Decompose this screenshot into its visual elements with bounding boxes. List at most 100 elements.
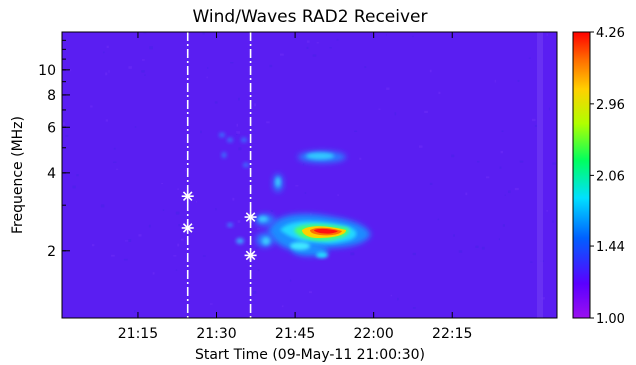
- noise-speck: [200, 130, 202, 134]
- noise-speck: [458, 250, 463, 253]
- noise-speck: [336, 38, 339, 41]
- noise-speck: [106, 45, 109, 48]
- colorbar-tick-label: 2.06: [596, 169, 625, 184]
- noise-speck: [352, 221, 355, 223]
- noise-speck: [177, 188, 180, 190]
- noise-speck: [429, 182, 433, 186]
- noise-speck: [128, 66, 132, 69]
- noise-speck: [266, 121, 270, 124]
- noise-speck: [477, 160, 480, 163]
- noise-speck: [134, 310, 136, 313]
- y-axis: 2 4 6 8 10: [38, 31, 70, 260]
- noise-speck: [76, 174, 79, 177]
- noise-speck: [481, 246, 485, 250]
- noise-speck: [209, 303, 213, 305]
- noise-speck: [530, 261, 533, 263]
- noise-speck: [178, 224, 180, 227]
- emission-feature-faint: [219, 132, 249, 168]
- noise-speck: [386, 87, 390, 90]
- noise-speck: [91, 244, 95, 247]
- noise-speck: [437, 218, 440, 221]
- emission-feature-main: [268, 214, 371, 258]
- x-tick-label: 22:15: [432, 326, 472, 342]
- colorbar-tick-label: 4.26: [596, 26, 625, 41]
- noise-speck: [184, 170, 186, 172]
- noise-speck: [257, 269, 260, 272]
- noise-speck: [143, 32, 147, 34]
- noise-speck: [144, 74, 146, 77]
- plot-frame: [61, 31, 558, 319]
- noise-speck: [424, 110, 428, 114]
- noise-speck: [207, 67, 209, 69]
- noise-speck: [152, 272, 155, 275]
- noise-speck: [255, 246, 260, 249]
- noise-speck: [500, 150, 504, 154]
- noise-speck: [113, 161, 117, 163]
- x-axis: 21:15 21:30 21:45 22:00 22:15: [118, 32, 472, 342]
- noise-speck: [438, 91, 441, 95]
- noise-speck: [90, 105, 93, 108]
- x-tick-label: 21:30: [196, 326, 236, 342]
- noise-speck: [238, 147, 242, 151]
- noise-speck: [250, 57, 253, 60]
- noise-speck: [134, 126, 137, 128]
- noise-speck: [354, 130, 358, 132]
- noise-speck: [475, 245, 479, 248]
- noise-speck: [251, 258, 254, 261]
- star-marker: [244, 249, 257, 262]
- noise-speck: [128, 239, 132, 242]
- y-tick-label: 10: [38, 63, 56, 79]
- x-tick-label: 21:15: [118, 326, 158, 342]
- noise-speck: [65, 134, 69, 137]
- noise-speck: [214, 101, 218, 104]
- noise-speck: [115, 168, 119, 170]
- noise-speck: [308, 291, 312, 294]
- noise-speck: [453, 234, 455, 237]
- noise-speck: [552, 220, 554, 223]
- noise-speck: [173, 255, 177, 257]
- noise-speck: [113, 147, 116, 150]
- background-noise: [62, 32, 557, 318]
- noise-speck: [138, 234, 142, 237]
- noise-speck: [148, 224, 151, 228]
- noise-speck: [546, 210, 549, 212]
- noise-speck: [175, 269, 178, 271]
- noise-speck: [162, 209, 165, 212]
- x-axis-label: Start Time (09-May-11 21:00:30): [195, 347, 425, 363]
- noise-speck: [385, 34, 387, 36]
- noise-speck: [206, 76, 208, 79]
- noise-speck: [412, 252, 416, 256]
- noise-speck: [196, 201, 198, 203]
- noise-speck: [397, 297, 399, 301]
- noise-speck: [289, 279, 292, 282]
- noise-speck: [111, 254, 115, 257]
- noise-speck: [498, 238, 500, 241]
- noise-speck: [316, 42, 319, 44]
- noise-speck: [232, 197, 235, 201]
- noise-speck: [350, 252, 355, 256]
- noise-speck: [141, 70, 145, 73]
- noise-speck: [429, 69, 432, 73]
- noise-speck: [161, 182, 164, 184]
- noise-speck: [295, 185, 299, 187]
- chart-title: Wind/Waves RAD2 Receiver: [193, 7, 428, 27]
- noise-speck: [237, 220, 241, 223]
- noise-speck: [329, 47, 332, 49]
- noise-speck: [180, 238, 184, 241]
- noise-speck: [412, 35, 414, 38]
- noise-speck: [418, 145, 423, 148]
- noise-speck: [123, 258, 128, 261]
- noise-speck: [494, 79, 496, 83]
- noise-speck: [412, 307, 416, 309]
- noise-speck: [256, 228, 261, 230]
- noise-speck: [548, 107, 551, 111]
- noise-speck: [238, 97, 240, 101]
- noise-speck: [215, 208, 217, 211]
- colorbar: 1.00 1.44 2.06 2.96 4.26: [572, 26, 625, 327]
- noise-speck: [546, 33, 548, 36]
- noise-speck: [531, 118, 536, 122]
- noise-speck: [504, 194, 506, 196]
- y-axis-label: Frequence (MHz): [10, 116, 26, 234]
- x-tick-label: 21:45: [275, 326, 315, 342]
- noise-speck: [249, 74, 252, 77]
